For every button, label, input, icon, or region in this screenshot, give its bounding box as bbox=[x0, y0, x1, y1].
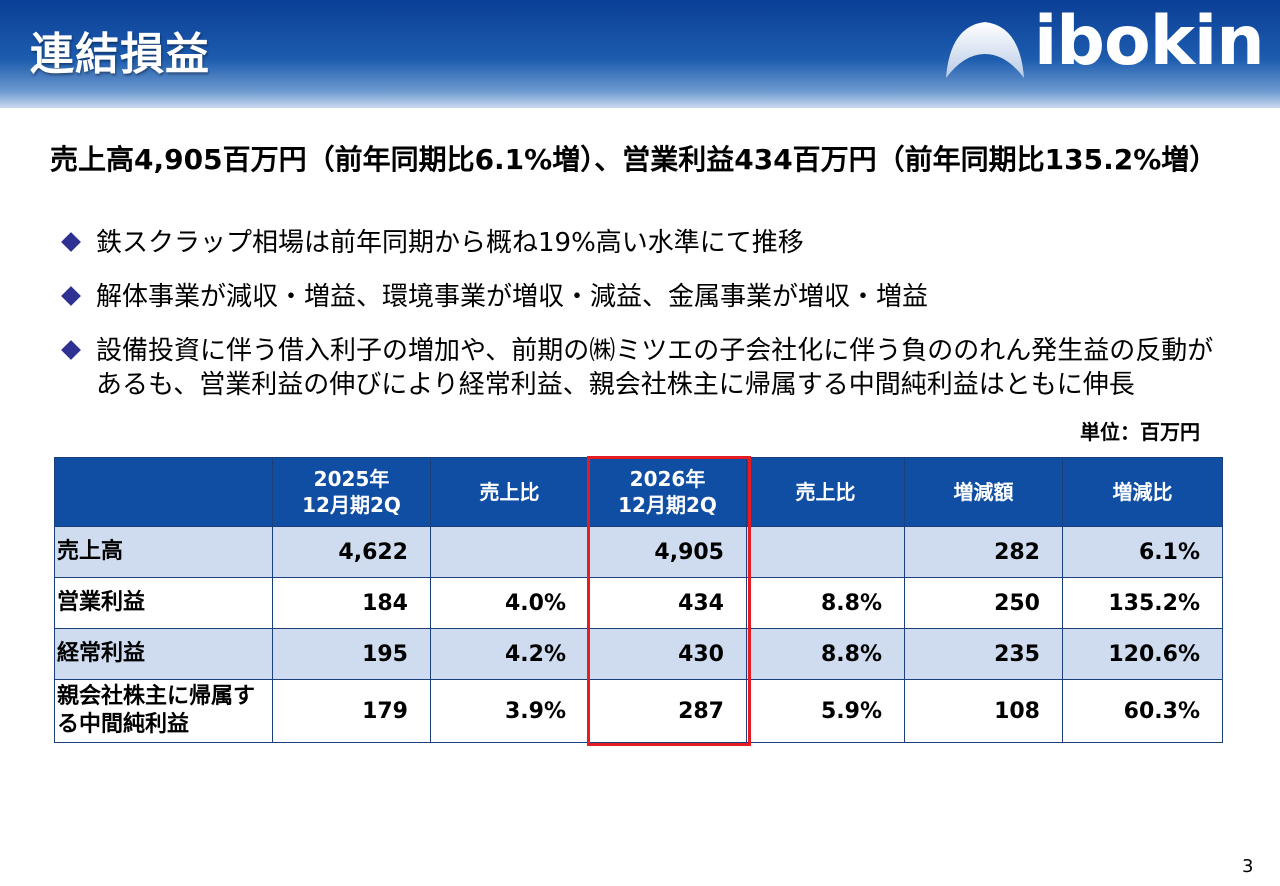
diamond-bullet-icon bbox=[61, 286, 81, 306]
cell: 60.3% bbox=[1062, 679, 1223, 743]
cell: 434 bbox=[588, 577, 747, 629]
row-label: 経常利益 bbox=[54, 628, 273, 680]
cell: 430 bbox=[588, 628, 747, 680]
row-label: 親会社株主に帰属する中間純利益 bbox=[54, 679, 273, 743]
bullet-text: 鉄スクラップ相場は前年同期から概ね19%高い水準にて推移 bbox=[96, 228, 804, 258]
cell: 4,905 bbox=[588, 526, 747, 578]
header-curr-period-term: 12月期2Q bbox=[618, 493, 717, 517]
logo-wordmark: ibokin bbox=[1034, 2, 1265, 81]
slide-header: 連結損益 ibokin bbox=[0, 0, 1280, 108]
cell: 135.2% bbox=[1062, 577, 1223, 629]
diamond-bullet-icon bbox=[61, 232, 81, 252]
cell: 195 bbox=[272, 628, 431, 680]
bullet-item: 鉄スクラップ相場は前年同期から概ね19%高い水準にて推移 bbox=[61, 226, 1232, 260]
table-row: 売上高 4,622 4,905 282 6.1% bbox=[54, 526, 1223, 578]
unit-label: 単位：百万円 bbox=[1080, 420, 1200, 444]
cell: 4,622 bbox=[272, 526, 431, 578]
cell: 179 bbox=[272, 679, 431, 743]
cell: 184 bbox=[272, 577, 431, 629]
cell: 8.8% bbox=[746, 577, 905, 629]
cell: 120.6% bbox=[1062, 628, 1223, 680]
header-prev-period-term: 12月期2Q bbox=[302, 493, 401, 517]
bullet-item: 解体事業が減収・増益、環境事業が増収・減益、金属事業が増収・増益 bbox=[61, 280, 1232, 314]
diamond-bullet-icon bbox=[61, 340, 81, 360]
company-logo: ibokin bbox=[944, 2, 1265, 86]
header-prev-period: 2025年 12月期2Q bbox=[272, 457, 431, 527]
row-label: 売上高 bbox=[54, 526, 273, 578]
table-header-row: 2025年 12月期2Q 売上比 2026年 12月期2Q 売上比 増減額 増減… bbox=[54, 457, 1223, 527]
header-change-amount: 増減額 bbox=[904, 457, 1063, 527]
cell: 282 bbox=[904, 526, 1063, 578]
header-change-ratio: 増減比 bbox=[1062, 457, 1223, 527]
mountain-logo-icon bbox=[946, 22, 1024, 78]
cell: 6.1% bbox=[1062, 526, 1223, 578]
header-prev-ratio: 売上比 bbox=[430, 457, 589, 527]
table-row: 親会社株主に帰属する中間純利益 179 3.9% 287 5.9% 108 60… bbox=[54, 679, 1223, 743]
cell: 108 bbox=[904, 679, 1063, 743]
cell: 3.9% bbox=[430, 679, 589, 743]
cell: 235 bbox=[904, 628, 1063, 680]
table-row: 営業利益 184 4.0% 434 8.8% 250 135.2% bbox=[54, 577, 1223, 629]
headline: 売上高4,905百万円（前年同期比6.1%増）、営業利益434百万円（前年同期比… bbox=[50, 143, 1218, 176]
cell: 4.2% bbox=[430, 628, 589, 680]
cell: 4.0% bbox=[430, 577, 589, 629]
cell: 5.9% bbox=[746, 679, 905, 743]
cell bbox=[746, 526, 905, 578]
row-label: 営業利益 bbox=[54, 577, 273, 629]
table-row: 経常利益 195 4.2% 430 8.8% 235 120.6% bbox=[54, 628, 1223, 680]
cell: 287 bbox=[588, 679, 747, 743]
bullet-list: 鉄スクラップ相場は前年同期から概ね19%高い水準にて推移 解体事業が減収・増益、… bbox=[61, 226, 1232, 422]
cell: 8.8% bbox=[746, 628, 905, 680]
header-curr-ratio: 売上比 bbox=[746, 457, 905, 527]
header-curr-period: 2026年 12月期2Q bbox=[588, 457, 747, 527]
bullet-text: 設備投資に伴う借入利子の増加や、前期の㈱ミツエの子会社化に伴う負ののれん発生益の… bbox=[96, 336, 1214, 400]
header-empty bbox=[54, 457, 273, 527]
cell bbox=[430, 526, 589, 578]
header-curr-period-year: 2026年 bbox=[629, 467, 706, 491]
header-prev-period-year: 2025年 bbox=[313, 467, 390, 491]
page-number: 3 bbox=[1242, 856, 1254, 877]
bullet-item: 設備投資に伴う借入利子の増加や、前期の㈱ミツエの子会社化に伴う負ののれん発生益の… bbox=[61, 334, 1232, 402]
cell: 250 bbox=[904, 577, 1063, 629]
income-statement-table: 2025年 12月期2Q 売上比 2026年 12月期2Q 売上比 増減額 増減… bbox=[54, 457, 1223, 743]
bullet-text: 解体事業が減収・増益、環境事業が増収・減益、金属事業が増収・増益 bbox=[96, 282, 929, 312]
slide-title: 連結損益 bbox=[30, 29, 210, 80]
